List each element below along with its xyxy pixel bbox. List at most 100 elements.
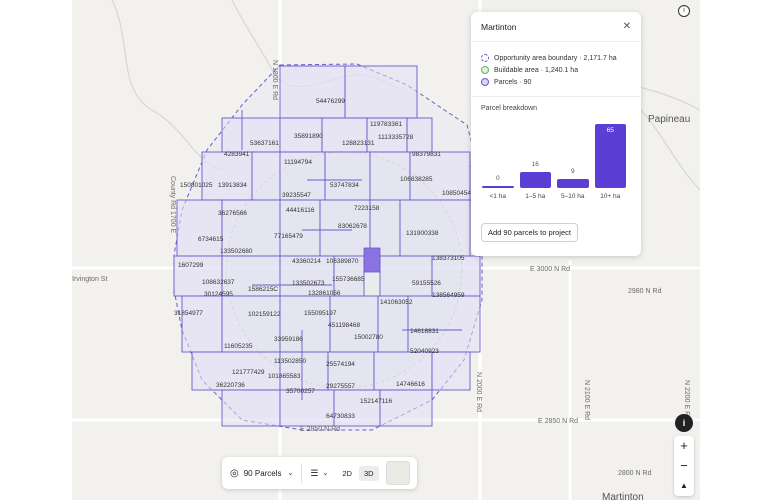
road-label: E 2850 N Rd — [538, 418, 579, 425]
chart-data-label: 0 — [495, 175, 500, 182]
parcel[interactable] — [431, 351, 471, 391]
legend-label: Buildable area — [494, 66, 539, 74]
compass-button[interactable]: ▲ — [680, 481, 688, 490]
panel-header: Martinton ✕ — [471, 12, 641, 42]
parcel[interactable] — [406, 117, 433, 153]
panel-title: Martinton — [481, 21, 517, 32]
parcel-id-label: 1586215C — [248, 286, 278, 293]
road-label: E 2850 N Rd — [300, 426, 341, 433]
info-button[interactable]: i — [675, 414, 693, 432]
parcel[interactable] — [327, 351, 375, 391]
parcel[interactable] — [201, 151, 253, 201]
parcel[interactable] — [333, 389, 381, 427]
parcel[interactable] — [324, 151, 371, 201]
parcel-id-label: 14618831 — [410, 328, 439, 335]
parcel-id-label: 39235547 — [282, 192, 311, 199]
road-label: N 1800 E Rd — [271, 60, 278, 101]
divider — [301, 463, 303, 483]
parcel[interactable] — [321, 117, 368, 153]
add-parcels-button[interactable]: Add 90 parcels to project — [481, 223, 578, 242]
legend: Opportunity area boundary · 2,171.7 ha B… — [471, 42, 641, 97]
zoom-out-button[interactable]: − — [680, 458, 688, 473]
chart-data-label: 65 — [606, 127, 614, 134]
parcel[interactable] — [409, 151, 471, 201]
view-2d-button[interactable]: 2D — [342, 468, 352, 478]
zoom-in-button[interactable]: + — [680, 438, 688, 453]
parcel-id-label: 106838285 — [400, 176, 433, 183]
parcel[interactable] — [333, 255, 365, 297]
parcel-id-label: 13913834 — [218, 182, 247, 189]
parcel-id-label: 155736685 — [332, 276, 365, 283]
parcel-id-label: 59155526 — [412, 280, 441, 287]
close-icon[interactable]: ✕ — [622, 21, 631, 32]
chevron-down-icon: ⌄ — [287, 470, 294, 477]
parcel-id-label: 106389870 — [326, 258, 359, 265]
parcel-id-label: 11194794 — [284, 159, 312, 166]
road-label: Irvington St — [72, 276, 108, 283]
green-circle-icon — [481, 66, 489, 74]
parcel-id-label: 119783361 — [370, 121, 403, 128]
parcel-id-label: 54476299 — [316, 98, 345, 105]
parcel-id-label: 132861056 — [308, 290, 341, 297]
parcel[interactable] — [366, 117, 408, 153]
layer-style-select[interactable]: ☰ ⌄ — [302, 468, 336, 479]
info-icon[interactable]: i — [678, 5, 690, 17]
parcel-id-label: 30124595 — [204, 291, 233, 298]
parcel[interactable] — [279, 295, 331, 353]
view-3d-button[interactable]: 3D — [358, 465, 379, 481]
road-label: County Rd 1700 E — [169, 176, 176, 234]
parcel[interactable] — [191, 351, 281, 391]
parcel[interactable] — [221, 389, 281, 427]
chart-bar — [482, 186, 514, 188]
parcel-id-label: 128823131 — [342, 140, 375, 147]
road-label: E 3000 N Rd — [530, 266, 571, 273]
parcel-id-label: 150801025 — [180, 182, 213, 189]
basemap-thumbnail[interactable] — [385, 461, 410, 485]
layers-icon: ☰ — [310, 467, 319, 478]
parcel-id-label: 131900338 — [406, 230, 439, 237]
parcel[interactable] — [279, 65, 346, 119]
map-graphics — [72, 0, 700, 500]
parcel[interactable] — [431, 255, 481, 297]
parcel[interactable] — [379, 389, 433, 427]
parcel[interactable] — [173, 255, 223, 297]
parcels-select[interactable]: ◎ 90 Parcels ⌄ — [222, 468, 301, 479]
chart-category-label: <1 ha — [489, 193, 506, 200]
parcel-id-label: 1113335728 — [378, 134, 414, 141]
parcel-id-label: 53747834 — [330, 182, 359, 189]
parcel[interactable] — [279, 389, 335, 427]
parcel[interactable] — [379, 255, 433, 297]
road-label: 2800 N Rd — [618, 470, 652, 477]
road-label: N 2000 E Rd — [475, 372, 482, 413]
parcel-id-label: 36220736 — [216, 382, 245, 389]
parcel[interactable] — [399, 199, 471, 257]
parcel[interactable] — [251, 151, 281, 201]
parcel-id-label: 15002780 — [354, 334, 383, 341]
bottom-toolbar: ◎ 90 Parcels ⌄ ☰ ⌄ 2D 3D — [222, 457, 417, 489]
parcel-id-label: 133502673 — [292, 280, 325, 287]
parcel-id-label: 35891890 — [294, 133, 323, 140]
parcel[interactable] — [221, 295, 281, 353]
parcel[interactable] — [344, 65, 418, 119]
parcel-id-label: 33959186 — [274, 336, 303, 343]
parcel-id-label: 53637161 — [250, 140, 279, 147]
parcel[interactable] — [407, 295, 481, 353]
parcel-id-label: 98379831 — [412, 151, 441, 158]
legend-label: Opportunity area boundary — [494, 54, 578, 62]
parcel[interactable] — [329, 295, 379, 353]
parcel-id-label: 7223158 — [354, 205, 380, 212]
parcel-breakdown-chart: 0 <1 ha 16 1–5 ha 9 5–10 ha 65 10+ ha — [481, 112, 631, 200]
chart-bar — [519, 172, 551, 188]
chart-category-label: 1–5 ha — [525, 193, 546, 200]
parcel[interactable] — [181, 295, 223, 353]
parcel[interactable] — [369, 199, 401, 257]
parcel-id-label: 138373105 — [432, 255, 465, 262]
zoom-control: + − ▲ — [674, 436, 694, 496]
chart-bar — [594, 124, 626, 188]
parcel[interactable] — [279, 255, 335, 297]
parcel[interactable] — [176, 199, 223, 257]
chart-bar — [557, 179, 589, 188]
parcel[interactable] — [279, 199, 321, 257]
parcels-select-label: 90 Parcels — [243, 468, 282, 478]
parcel[interactable] — [319, 199, 371, 257]
